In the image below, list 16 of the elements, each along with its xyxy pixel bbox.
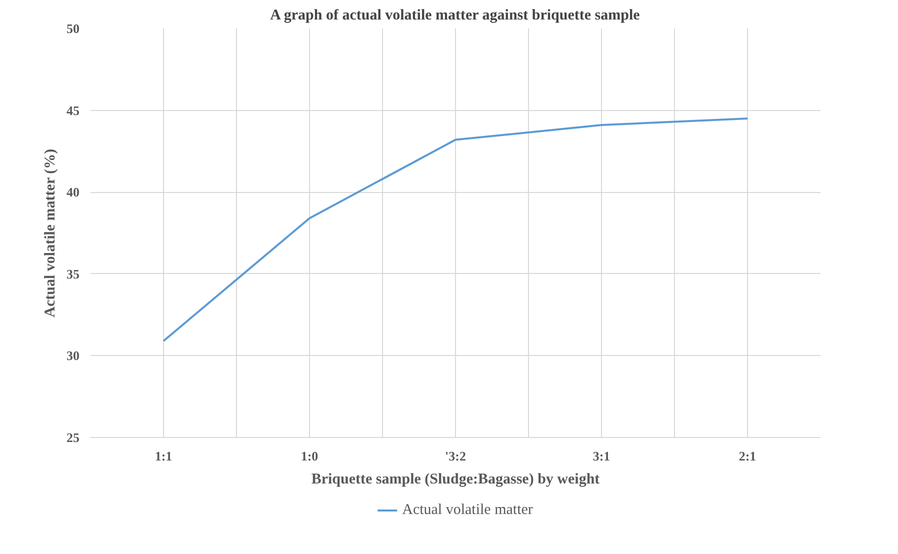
y-tick-label: 35 [66,266,80,282]
x-tick-label: 2:1 [738,448,756,464]
x-tick-label: 1:1 [154,448,172,464]
line-series [162,117,748,342]
legend-label: Actual volatile matter [402,502,533,518]
y-tick-label: 40 [66,184,80,200]
y-tick-label: 30 [66,348,80,364]
chart-title: A graph of actual volatile matter against briquette sample [270,8,640,24]
x-axis-title: Briquette sample (Sludge:Bagasse) by weight [311,472,600,488]
x-tick-label: 1:0 [300,448,318,464]
y-tick-label: 25 [66,430,80,445]
y-axis-title: Actual volatile matter (%) [42,148,58,318]
x-tick-label: '3:2 [445,448,466,464]
y-tick-label: 50 [66,21,80,36]
x-tick-label: 3:1 [592,448,610,464]
y-tick-label: 45 [66,102,80,118]
